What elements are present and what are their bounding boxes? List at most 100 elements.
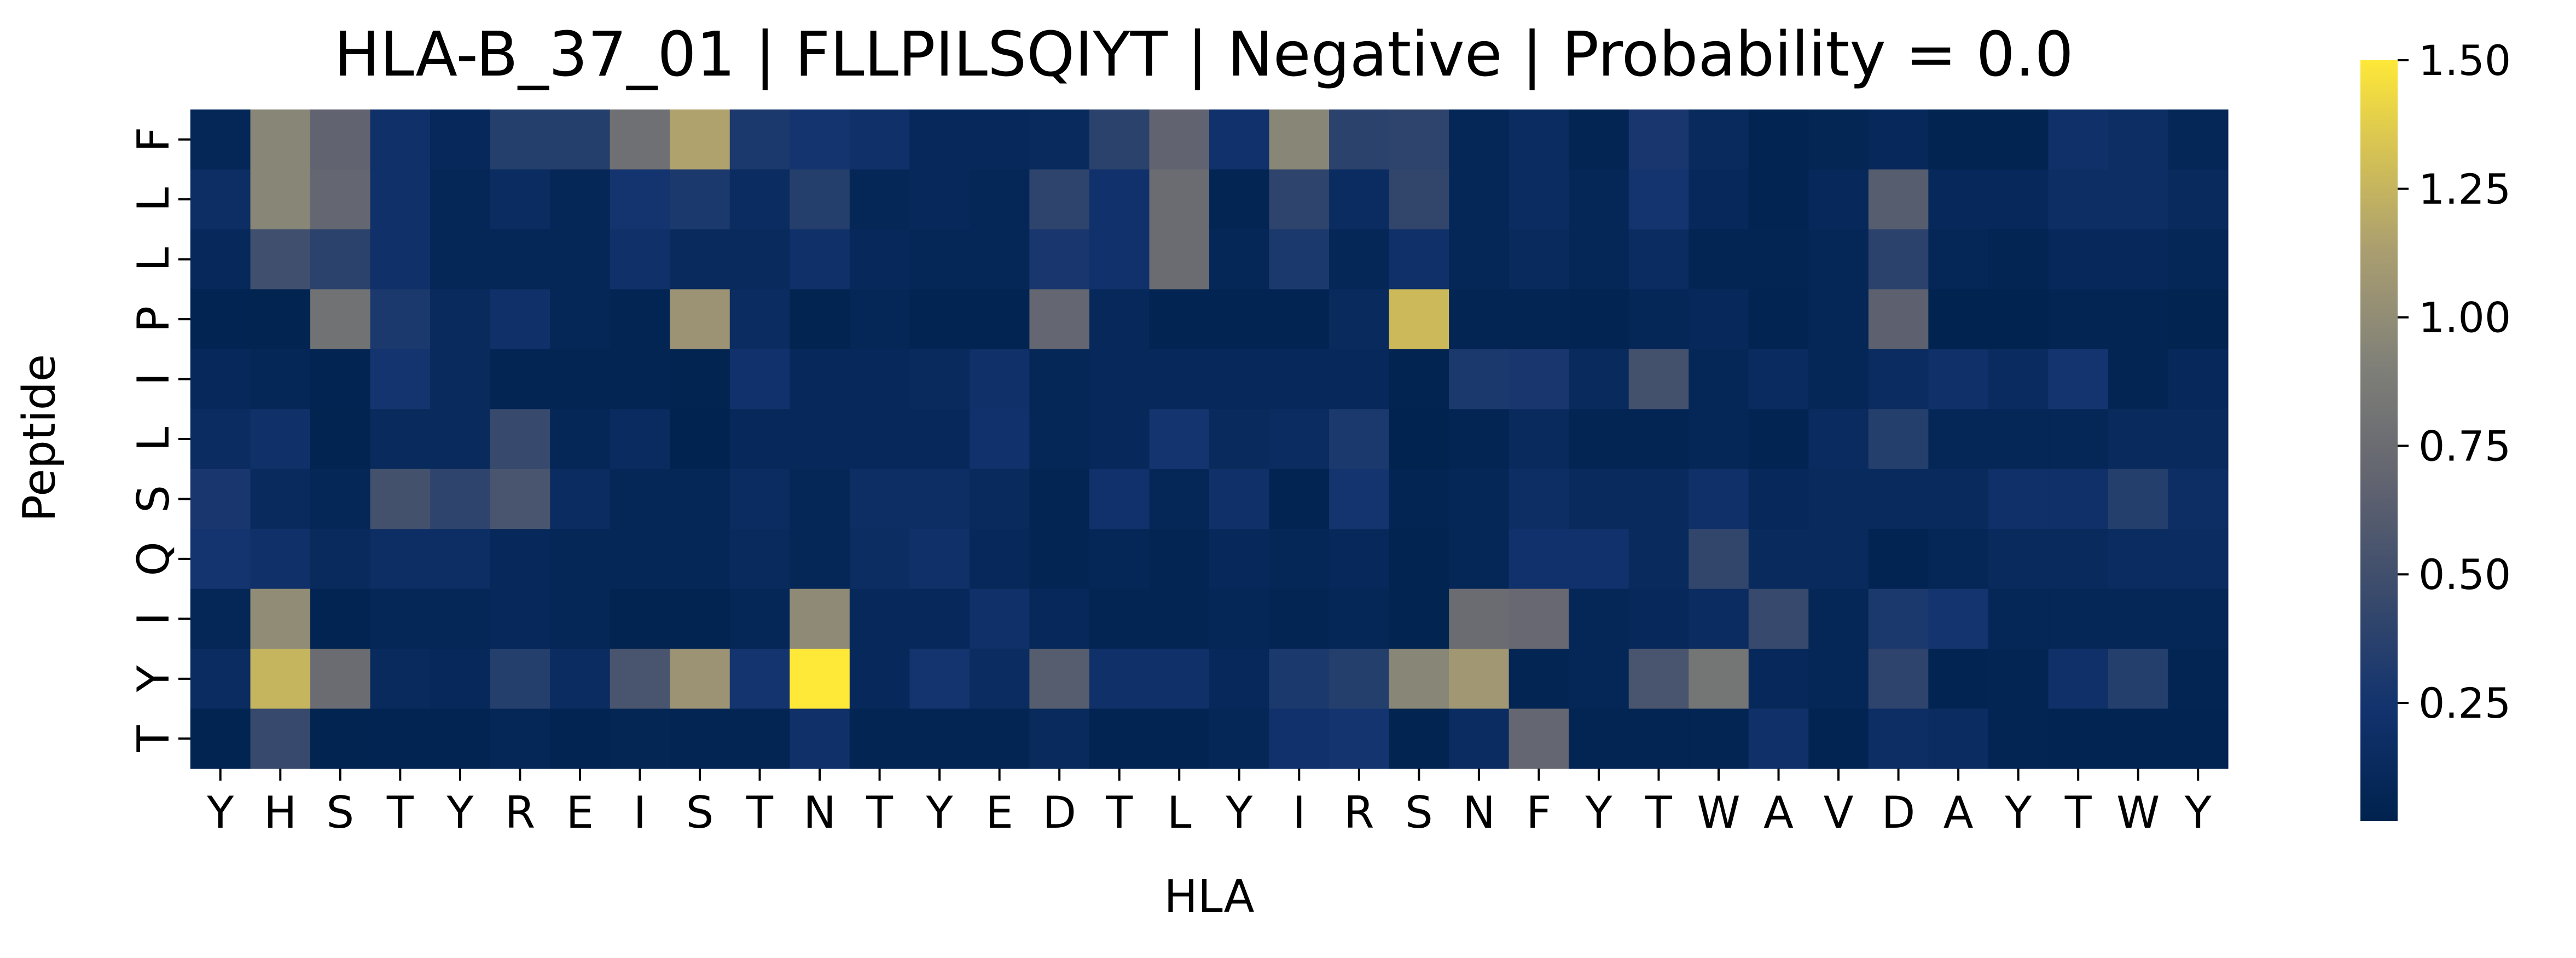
heatmap-cell [1329, 469, 1390, 529]
heatmap-cell [1209, 349, 1270, 409]
heatmap-cell [310, 708, 371, 769]
heatmap-cell [670, 708, 730, 769]
y-axis-label: Peptide [14, 354, 66, 522]
heatmap-cell [670, 649, 730, 709]
heatmap-cell [1748, 229, 1809, 290]
heatmap-cell [1988, 169, 2049, 230]
heatmap-cell [2168, 708, 2229, 769]
y-tick-label: Y [128, 665, 179, 692]
x-tick-label: Y [2184, 787, 2212, 838]
heatmap-cell [849, 349, 910, 409]
x-tick-label: T [866, 787, 894, 838]
heatmap-cell [1509, 289, 1569, 350]
heatmap-cell [2048, 588, 2109, 649]
heatmap-cell [1628, 588, 1689, 649]
y-tick-label: L [128, 247, 179, 272]
heatmap-cell [1808, 409, 1869, 470]
heatmap-cell [490, 649, 550, 709]
heatmap-cell [610, 169, 670, 230]
heatmap-cell [550, 649, 611, 709]
heatmap-cell [1329, 229, 1390, 290]
heatmap-cell [2168, 229, 2229, 290]
heatmap-cell [490, 229, 550, 290]
heatmap-cell [1569, 349, 1629, 409]
heatmap-cell [729, 588, 790, 649]
heatmap-cell [1209, 588, 1270, 649]
heatmap-cell [1628, 469, 1689, 529]
heatmap-cell [1089, 409, 1150, 470]
heatmap-cell [1269, 529, 1330, 590]
heatmap-cell [610, 109, 670, 170]
heatmap-cell [849, 529, 910, 590]
heatmap-cell [2168, 289, 2229, 350]
heatmap-cell [1928, 529, 1989, 590]
heatmap-cell [2048, 409, 2109, 470]
y-tick-label: F [128, 127, 179, 152]
x-tick-label: I [1292, 787, 1306, 838]
heatmap-cell [1329, 708, 1390, 769]
x-axis-label: HLA [1164, 871, 1254, 923]
heatmap-cell [670, 349, 730, 409]
heatmap-cell [849, 708, 910, 769]
heatmap-cell [370, 229, 431, 290]
heatmap-cell [550, 529, 611, 590]
heatmap-cell [849, 649, 910, 709]
heatmap-cell [1988, 229, 2049, 290]
heatmap-cell [1988, 409, 2049, 470]
heatmap-cell [1868, 289, 1929, 350]
heatmap-cell [1628, 169, 1689, 230]
heatmap-cell [1329, 409, 1390, 470]
heatmap-cell [310, 469, 371, 529]
heatmap-cell [370, 409, 431, 470]
heatmap-cell [1449, 649, 1510, 709]
heatmap-cell [969, 289, 1030, 350]
heatmap-cell [1569, 289, 1629, 350]
heatmap-cell [1569, 409, 1629, 470]
heatmap-cell [1329, 109, 1390, 170]
heatmap-cell [2168, 349, 2229, 409]
heatmap-cell [190, 469, 251, 529]
heatmap-cell [250, 229, 311, 290]
heatmap-cell [1689, 349, 1749, 409]
colorbar [2360, 60, 2398, 821]
heatmap-cell [1449, 169, 1510, 230]
heatmap-cell [490, 109, 550, 170]
heatmap-cell [1389, 588, 1449, 649]
heatmap-cell [1928, 409, 1989, 470]
heatmap-cell [250, 349, 311, 409]
heatmap-cell [190, 588, 251, 649]
heatmap-cell [490, 289, 550, 350]
heatmap-cell [1808, 289, 1869, 350]
heatmap-cell [1329, 349, 1390, 409]
heatmap-cell [2168, 649, 2229, 709]
heatmap-cell [610, 649, 670, 709]
x-tick-label: L [1167, 787, 1192, 838]
heatmap-cell [1329, 289, 1390, 350]
heatmap-cell [1689, 109, 1749, 170]
heatmap-cell [1928, 708, 1989, 769]
heatmap-cell [1509, 229, 1569, 290]
heatmap-cell [1389, 469, 1449, 529]
chart-title: HLA-B_37_01 | FLLPILSQIYT | Negative | P… [334, 19, 2074, 90]
heatmap-cell [909, 649, 970, 709]
heatmap-cell [729, 469, 790, 529]
heatmap-cell [1269, 289, 1330, 350]
heatmap-cell [550, 708, 611, 769]
heatmap-cell [909, 229, 970, 290]
x-tick-label: H [264, 787, 297, 838]
heatmap-cell [2168, 588, 2229, 649]
heatmap-cell [310, 169, 371, 230]
heatmap-cell [250, 529, 311, 590]
heatmap-cell [1389, 649, 1449, 709]
heatmap-cell [370, 109, 431, 170]
heatmap-cell [1449, 349, 1510, 409]
heatmap-cell [1509, 409, 1569, 470]
x-tick-label: T [1645, 787, 1673, 838]
heatmap-cell [550, 169, 611, 230]
heatmap-cell [1569, 109, 1629, 170]
heatmap-cell [1628, 529, 1689, 590]
y-tick-label: P [128, 306, 179, 332]
heatmap-cell [1628, 649, 1689, 709]
colorbar-tick-label: 0.25 [2418, 679, 2511, 728]
heatmap-cell [1509, 708, 1569, 769]
